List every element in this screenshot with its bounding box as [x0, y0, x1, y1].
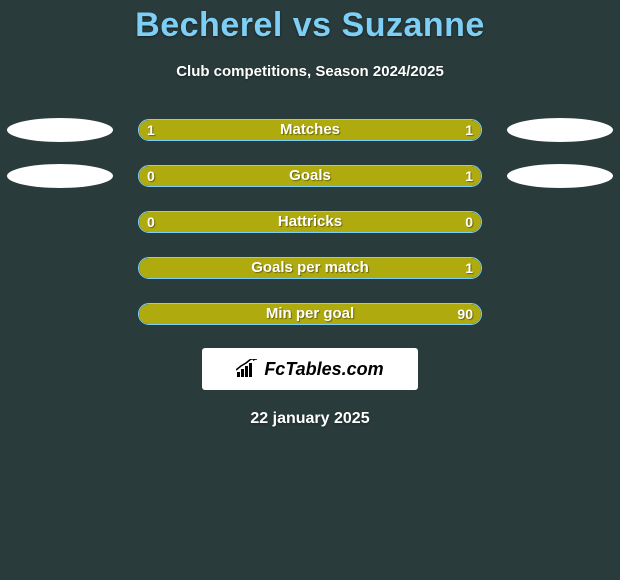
value-left: 0	[147, 166, 155, 186]
bar-label: Min per goal	[139, 304, 481, 324]
bar-track: Min per goal90	[138, 303, 482, 325]
comparison-row: Goals0 1	[0, 164, 620, 188]
player-right-ellipse	[507, 118, 613, 142]
bar-label: Goals per match	[139, 258, 481, 278]
comparison-row: Matches1 1	[0, 118, 620, 142]
value-left: 1	[147, 120, 155, 140]
branding-text: FcTables.com	[264, 359, 383, 380]
comparison-row: Goals per match1	[0, 256, 620, 280]
value-right: 1	[465, 166, 473, 186]
date-label: 22 january 2025	[0, 410, 620, 428]
player-right-ellipse	[507, 164, 613, 188]
branding-badge: FcTables.com	[202, 348, 418, 390]
value-right: 90	[457, 304, 473, 324]
comparison-row: Min per goal90	[0, 302, 620, 326]
bar-label: Hattricks	[139, 212, 481, 232]
bar-track: Goals per match1	[138, 257, 482, 279]
value-right: 1	[465, 120, 473, 140]
bar-label: Goals	[139, 166, 481, 186]
page-title: Becherel vs Suzanne	[0, 0, 620, 45]
bar-track: Goals0 1	[138, 165, 482, 187]
player-left-ellipse	[7, 118, 113, 142]
bar-label: Matches	[139, 120, 481, 140]
comparison-rows: Matches11Goals01Hattricks00Goals per mat…	[0, 118, 620, 326]
bar-track: Matches1 1	[138, 119, 482, 141]
comparison-row: Hattricks0 0	[0, 210, 620, 234]
value-right: 0	[465, 212, 473, 232]
value-left: 0	[147, 212, 155, 232]
player-left-ellipse	[7, 164, 113, 188]
value-right: 1	[465, 258, 473, 278]
barchart-icon	[236, 359, 260, 379]
subtitle: Club competitions, Season 2024/2025	[0, 63, 620, 80]
bar-track: Hattricks0 0	[138, 211, 482, 233]
